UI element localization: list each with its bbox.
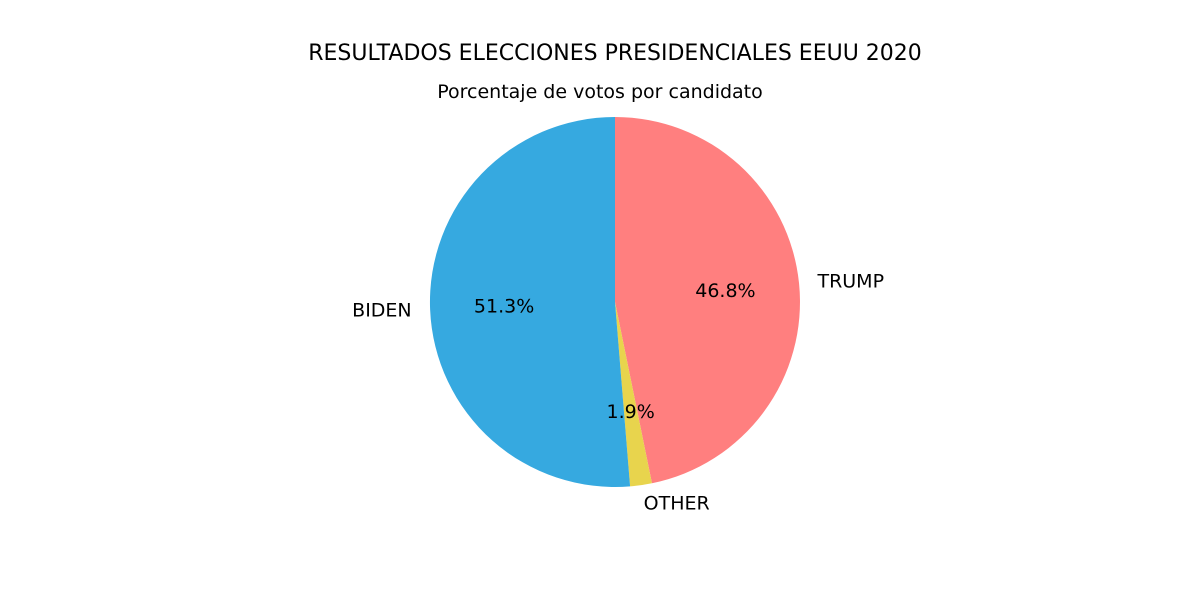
pie-slice-biden <box>429 116 631 487</box>
slice-pct-label-biden: 51.3% <box>474 296 534 318</box>
pie-slices <box>429 116 800 487</box>
pie-slice-trump <box>615 117 800 484</box>
pie-slice-other <box>615 302 652 487</box>
slice-label-other: OTHER <box>644 492 710 514</box>
chart-subtitle: Porcentaje de votos por candidato <box>437 81 763 103</box>
slice-pct-label-other: 1.9% <box>606 401 654 423</box>
chart-title: RESULTADOS ELECCIONES PRESIDENCIALES EEU… <box>308 41 922 66</box>
pie-labels: TRUMP 46.8% OTHER 1.9% BIDEN 51.3% <box>352 271 884 515</box>
slice-label-biden: BIDEN <box>352 299 412 321</box>
slice-label-trump: TRUMP <box>816 271 884 293</box>
slice-pct-label-trump: 46.8% <box>695 280 755 302</box>
